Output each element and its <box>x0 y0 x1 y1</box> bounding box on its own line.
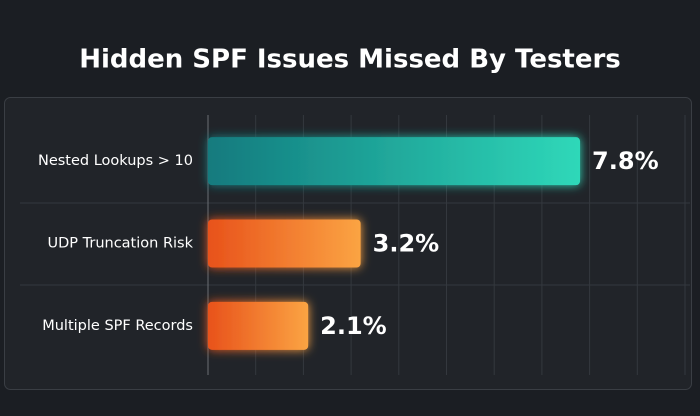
category-label: UDP Truncation Risk <box>48 236 194 252</box>
value-label: 2.1% <box>320 312 387 340</box>
category-label: Multiple SPF Records <box>42 318 193 334</box>
chart-title: Hidden SPF Issues Missed By Testers <box>79 45 621 75</box>
bar <box>208 219 361 268</box>
category-label: Nested Lookups > 10 <box>38 153 193 169</box>
value-label: 3.2% <box>373 230 440 258</box>
bar <box>208 137 581 186</box>
bar <box>208 301 309 350</box>
value-label: 7.8% <box>592 147 659 175</box>
